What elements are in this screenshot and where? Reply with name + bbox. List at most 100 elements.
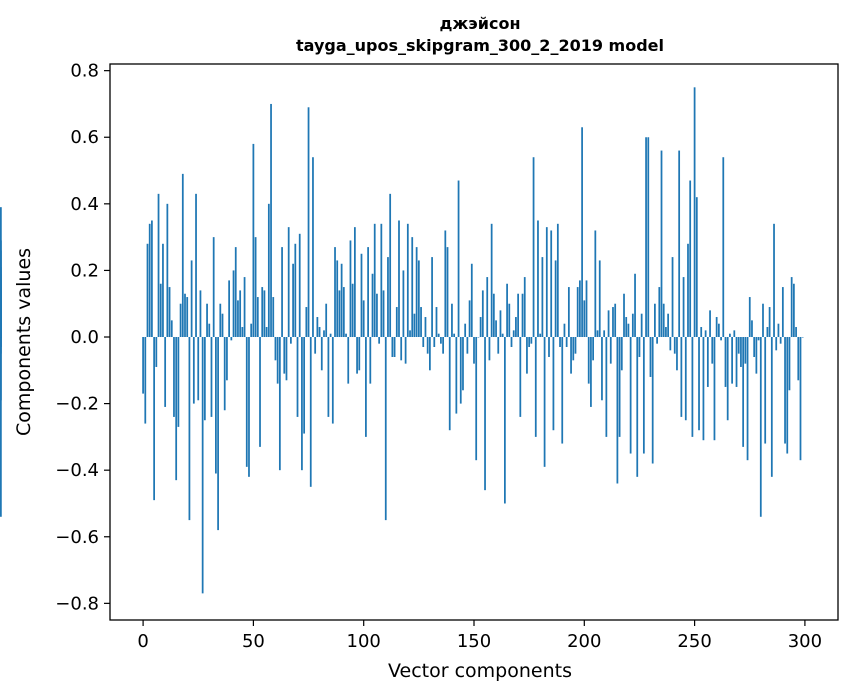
bar (292, 263, 294, 338)
bar (793, 283, 795, 338)
bar (678, 150, 681, 337)
bar (662, 303, 665, 337)
bar (395, 307, 398, 337)
bar (413, 313, 416, 338)
bar (473, 337, 475, 364)
x-tick-label: 50 (242, 631, 265, 652)
bar (583, 300, 586, 337)
bar (294, 243, 297, 337)
bar (338, 290, 341, 338)
chart-title-line1: джэйсон (439, 14, 520, 33)
bar (334, 247, 336, 337)
bar (634, 273, 636, 338)
bar (731, 337, 733, 384)
bar (429, 337, 431, 371)
bar (387, 257, 389, 337)
bar (618, 337, 621, 437)
bar (680, 337, 683, 417)
bar (464, 323, 467, 338)
bar (501, 333, 504, 338)
bar (620, 337, 623, 371)
bar (567, 287, 570, 338)
bar (148, 223, 151, 338)
bar (486, 277, 489, 338)
bar (274, 337, 277, 361)
bar (601, 337, 603, 401)
bar (365, 337, 367, 437)
bar (700, 327, 703, 338)
bar (786, 337, 789, 454)
bar (285, 337, 288, 381)
bar (713, 337, 716, 441)
bar (296, 337, 299, 417)
bar (570, 337, 572, 374)
y-axis-ticks: −0.8 −0.6 −0.4 −0.2 0.0 0.2 0.4 0.6 0.8 (55, 61, 110, 614)
bar (534, 337, 537, 437)
x-tick-label: 0 (137, 631, 148, 652)
bar (164, 337, 167, 407)
bar (0, 337, 2, 347)
x-tick-label: 300 (788, 631, 822, 652)
bar (239, 290, 242, 338)
bar (572, 337, 575, 361)
bar (186, 297, 189, 337)
bar (0, 267, 2, 338)
bar (490, 223, 493, 338)
bar (537, 220, 539, 338)
bar (556, 223, 559, 338)
bar (495, 320, 497, 338)
bar (689, 180, 692, 338)
bar (393, 337, 396, 357)
y-tick-label: −0.4 (55, 460, 99, 481)
bar (598, 260, 601, 337)
bar (746, 337, 749, 461)
y-tick-label: 0.4 (70, 194, 99, 215)
bar (237, 300, 239, 337)
bar (358, 337, 361, 371)
bar (453, 333, 456, 338)
bar (706, 337, 709, 387)
bar (316, 317, 319, 338)
bar (735, 337, 738, 387)
bar (499, 310, 502, 337)
bar (278, 337, 281, 471)
bar (362, 300, 365, 337)
bar (184, 293, 186, 337)
bar (305, 307, 308, 337)
bar (596, 330, 599, 338)
bar (382, 290, 385, 338)
bar (740, 337, 742, 367)
bar (753, 337, 756, 357)
bar (166, 203, 169, 337)
bar (223, 337, 226, 411)
bar (287, 227, 290, 338)
bar (649, 337, 652, 377)
bar (215, 337, 217, 474)
bar (459, 337, 462, 404)
bar (768, 307, 771, 337)
bar (477, 337, 480, 338)
bar (673, 337, 676, 354)
bar (729, 333, 731, 338)
bar (667, 313, 670, 338)
bar (457, 180, 460, 338)
bar (406, 223, 409, 338)
bar (256, 297, 259, 337)
bar (373, 223, 376, 338)
bar (0, 337, 2, 517)
bar (559, 337, 561, 347)
bar (669, 337, 672, 351)
bar (437, 333, 440, 338)
bar (801, 337, 804, 338)
bar (252, 143, 255, 337)
bar (409, 330, 411, 338)
bar (481, 290, 484, 338)
bar (243, 277, 246, 338)
bar (539, 333, 542, 338)
y-axis-label: Components values (13, 248, 35, 436)
bar (779, 337, 782, 344)
bar (426, 337, 429, 354)
bar (684, 337, 687, 421)
bar (230, 337, 233, 341)
